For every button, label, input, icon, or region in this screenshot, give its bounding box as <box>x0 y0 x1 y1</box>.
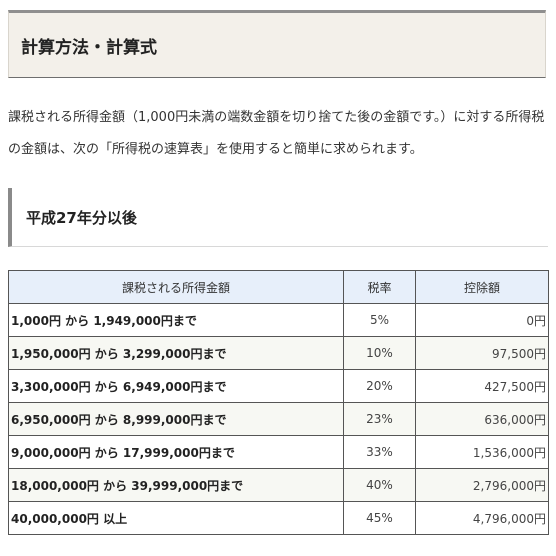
table-header-row: 課税される所得金額 税率 控除額 <box>8 270 549 304</box>
rate-cell: 23% <box>343 402 416 436</box>
rate-cell: 5% <box>343 303 416 337</box>
income-range-cell: 1,000円 から 1,949,000円まで <box>8 303 344 337</box>
intro-paragraph: 課税される所得金額（1,000円未満の端数金額を切り捨てた後の金額です。）に対す… <box>8 110 545 157</box>
rate-cell: 40% <box>343 468 416 502</box>
deduction-cell: 97,500円 <box>415 336 549 370</box>
table-row: 1,000円 から 1,949,000円まで 5% 0円 <box>8 303 549 337</box>
deduction-cell: 4,796,000円 <box>415 501 549 535</box>
header-deduction: 控除額 <box>415 270 549 304</box>
deduction-cell: 1,536,000円 <box>415 435 549 469</box>
table-row: 9,000,000円 から 17,999,000円まで 33% 1,536,00… <box>8 435 549 469</box>
table-row: 40,000,000円 以上 45% 4,796,000円 <box>8 501 549 535</box>
tax-rate-table: 課税される所得金額 税率 控除額 1,000円 から 1,949,000円まで … <box>8 270 549 535</box>
subsection-title: 平成27年分以後 <box>26 208 137 227</box>
table-row: 6,950,000円 から 8,999,000円まで 23% 636,000円 <box>8 402 549 436</box>
section-title: 計算方法・計算式 <box>21 37 157 58</box>
rate-cell: 20% <box>343 369 416 403</box>
rate-cell: 45% <box>343 501 416 535</box>
deduction-cell: 427,500円 <box>415 369 549 403</box>
subsection-heading: 平成27年分以後 <box>8 188 548 247</box>
deduction-cell: 2,796,000円 <box>415 468 549 502</box>
deduction-cell: 0円 <box>415 303 549 337</box>
income-range-cell: 1,950,000円 から 3,299,000円まで <box>8 336 344 370</box>
header-rate: 税率 <box>343 270 416 304</box>
header-income: 課税される所得金額 <box>8 270 344 304</box>
income-range-cell: 18,000,000円 から 39,999,000円まで <box>8 468 344 502</box>
rate-cell: 33% <box>343 435 416 469</box>
income-range-cell: 3,300,000円 から 6,949,000円まで <box>8 369 344 403</box>
deduction-cell: 636,000円 <box>415 402 549 436</box>
income-range-cell: 40,000,000円 以上 <box>8 501 344 535</box>
table-row: 1,950,000円 から 3,299,000円まで 10% 97,500円 <box>8 336 549 370</box>
table-row: 3,300,000円 から 6,949,000円まで 20% 427,500円 <box>8 369 549 403</box>
rate-cell: 10% <box>343 336 416 370</box>
section-heading: 計算方法・計算式 <box>8 10 546 78</box>
income-range-cell: 9,000,000円 から 17,999,000円まで <box>8 435 344 469</box>
table-row: 18,000,000円 から 39,999,000円まで 40% 2,796,0… <box>8 468 549 502</box>
income-range-cell: 6,950,000円 から 8,999,000円まで <box>8 402 344 436</box>
